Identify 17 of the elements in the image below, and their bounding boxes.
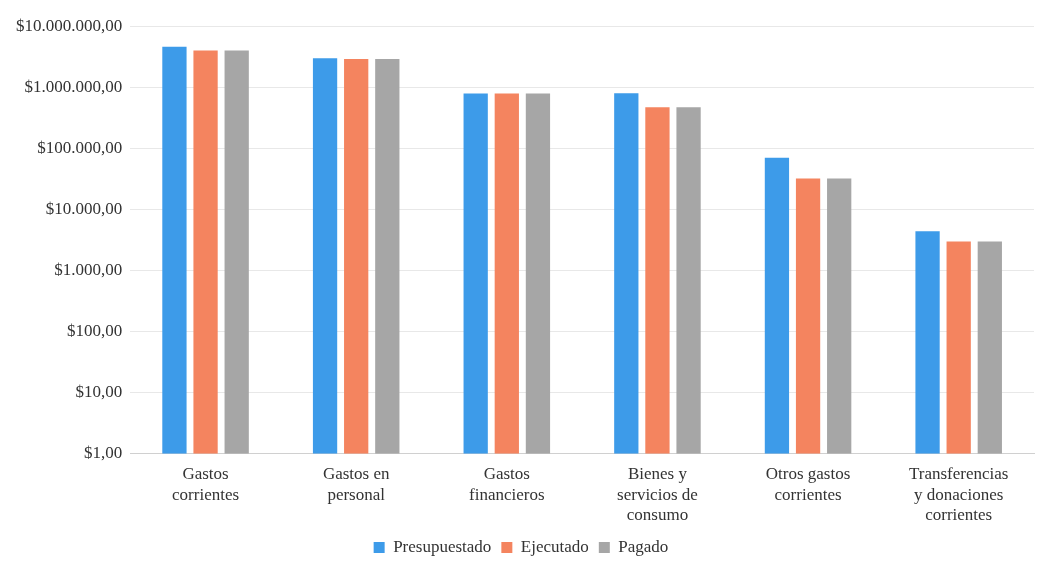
x-tick-label: Bienes y servicios de consumo [617,464,698,525]
x-tick-label: Gastos financieros [469,464,545,504]
y-tick-label: $100,00 [67,321,123,341]
y-tick-label: $100.000,00 [37,137,123,157]
x-tick-label: Gastos en personal [322,464,390,504]
x-tick-label: Gastos corrientes [172,464,240,504]
y-tick-label: $1,00 [84,443,123,463]
y-tick-label: $1.000,00 [54,260,123,280]
y-tick-label: $1.000.000,00 [24,76,123,96]
x-tick-label: Otros gastos corrientes [765,464,851,504]
legend-label: Presupuestado [393,536,492,556]
y-tick-label: $10,00 [75,382,123,402]
x-tick-label: Transferencias y donaciones corrientes [908,464,1009,525]
y-tick-label: $10.000,00 [45,198,123,218]
legend-label: Pagado [618,536,669,556]
legend-label: Ejecutado [520,536,589,556]
y-tick-label: $10.000.000,00 [16,15,123,35]
